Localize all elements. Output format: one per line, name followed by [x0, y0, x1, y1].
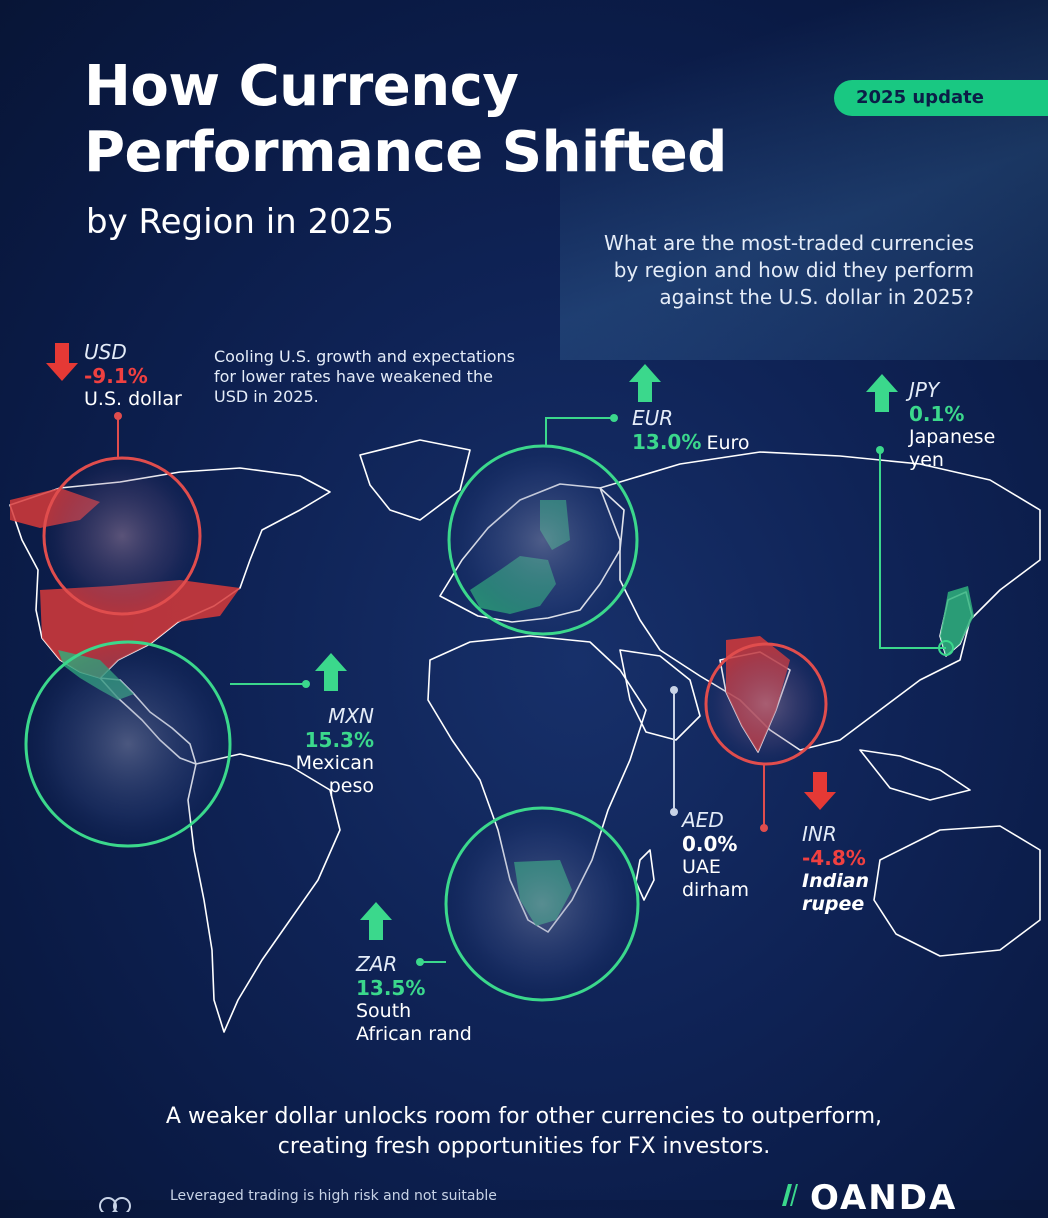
- jpy-target-ring: [938, 640, 954, 656]
- jpy-name-line-1: Japanese: [909, 426, 996, 448]
- footer-logo-icon: [99, 1197, 131, 1212]
- usd-change: -9.1%: [84, 364, 148, 388]
- update-badge: 2025 update: [834, 80, 1048, 116]
- zar-label: ZAR 13.5% South African rand: [356, 952, 472, 1046]
- brand-mark-icon: [782, 1184, 798, 1206]
- mxn-label: MXN 15.3% Mexican peso: [290, 704, 374, 798]
- page-title: How Currency Performance Shifted: [84, 54, 727, 186]
- inr-name-line-2: rupee: [802, 893, 865, 915]
- brand-wordmark: OANDA: [810, 1178, 958, 1218]
- question-line-2: by region and how did they perform: [613, 258, 974, 282]
- mxn-change: 15.3%: [304, 728, 374, 752]
- jpy-label: JPY 0.1% Japanese yen: [909, 378, 995, 472]
- world-map: [9, 412, 1041, 1033]
- eur-code: EUR: [632, 406, 674, 430]
- arabia-outline: [619, 649, 701, 741]
- title-line-2: Performance Shifted: [84, 120, 727, 185]
- question-line-1: What are the most-traded currencies: [604, 231, 974, 255]
- eur-leader-line: [545, 417, 614, 446]
- usd-down-arrow-icon: [46, 343, 78, 381]
- leader-dots: [114, 412, 954, 966]
- aed-name-line-2: dirham: [682, 879, 750, 901]
- mxn-leader-dot: [302, 680, 310, 688]
- aed-leader-dot: [670, 808, 678, 816]
- south-america-outline: [187, 753, 341, 1033]
- title-line-1: How Currency: [84, 54, 519, 119]
- zar-name-line-1: South: [356, 1000, 412, 1022]
- mxn-up-arrow-icon: [315, 653, 347, 691]
- usd-focus-circle: [42, 456, 202, 616]
- question-line-3: against the U.S. dollar in 2025?: [659, 285, 974, 309]
- eur-focus-circle: [447, 444, 639, 636]
- aed-change: 0.0%: [682, 832, 738, 856]
- jpy-up-arrow-icon: [866, 374, 898, 412]
- inr-focus-circle: [704, 642, 828, 766]
- jpy-leader-line: [879, 450, 946, 649]
- zar-name-line-2: African rand: [356, 1023, 472, 1045]
- aed-code: AED: [682, 808, 724, 832]
- closing-line-2: creating fresh opportunities for FX inve…: [277, 1134, 771, 1159]
- aed-origin-dot: [670, 686, 678, 694]
- closing-line-1: A weaker dollar unlocks room for other c…: [165, 1104, 883, 1129]
- page-subtitle: by Region in 2025: [86, 202, 395, 242]
- inr-leader-dot: [760, 824, 768, 832]
- usa-highlight: [10, 488, 240, 678]
- australia-outline: [873, 825, 1041, 957]
- se-asia-outline: [859, 749, 971, 801]
- asia-outline: [599, 451, 1041, 751]
- eur-label: EUR 13.0% Euro: [632, 406, 750, 455]
- jpy-change: 0.1%: [909, 402, 965, 426]
- inr-down-arrow-icon: [804, 772, 836, 810]
- jpy-code: JPY: [909, 378, 940, 402]
- japan-highlight: [940, 586, 974, 656]
- inr-label: INR -4.8% Indian rupee: [802, 822, 869, 916]
- eur-up-arrow-icon: [629, 364, 661, 402]
- madagascar-outline: [635, 849, 655, 901]
- mxn-focus-circle: [24, 640, 232, 848]
- zar-focus-circle: [444, 806, 640, 1002]
- usd-name: U.S. dollar: [84, 388, 182, 410]
- eur-leader-dot: [610, 414, 618, 422]
- jpy-name-line-2: yen: [909, 449, 944, 471]
- zar-leader-dot: [416, 958, 424, 966]
- zar-code: ZAR: [356, 952, 398, 976]
- inr-code: INR: [802, 822, 837, 846]
- note-line-1: Cooling U.S. growth and expectations: [214, 347, 515, 366]
- aed-name-line-1: UAE: [682, 856, 721, 878]
- inr-change: -4.8%: [802, 846, 866, 870]
- closing-message: A weaker dollar unlocks room for other c…: [0, 1102, 1048, 1162]
- mxn-code: MXN: [328, 704, 374, 728]
- usd-label: USD -9.1% U.S. dollar: [84, 340, 182, 411]
- risk-disclaimer: Leveraged trading is high risk and not s…: [170, 1188, 497, 1204]
- note-line-2: for lower rates have weakened the: [214, 367, 493, 386]
- note-line-3: USD in 2025.: [214, 387, 319, 406]
- zar-up-arrow-icon: [360, 902, 392, 940]
- usd-code: USD: [84, 340, 127, 364]
- usd-leader-dot: [114, 412, 122, 420]
- usd-note: Cooling U.S. growth and expectations for…: [214, 347, 534, 407]
- zar-change: 13.5%: [356, 976, 426, 1000]
- intro-question: What are the most-traded currencies by r…: [604, 230, 974, 311]
- eur-change: 13.0%: [632, 430, 702, 454]
- mxn-name-line-1: Mexican: [295, 752, 374, 774]
- greenland-outline: [359, 439, 471, 521]
- aed-label: AED 0.0% UAE dirham: [682, 808, 749, 902]
- inr-name-line-1: Indian: [802, 870, 870, 892]
- mxn-name-line-2: peso: [328, 775, 374, 797]
- eur-name: Euro: [706, 432, 750, 454]
- jpy-leader-dot: [876, 446, 884, 454]
